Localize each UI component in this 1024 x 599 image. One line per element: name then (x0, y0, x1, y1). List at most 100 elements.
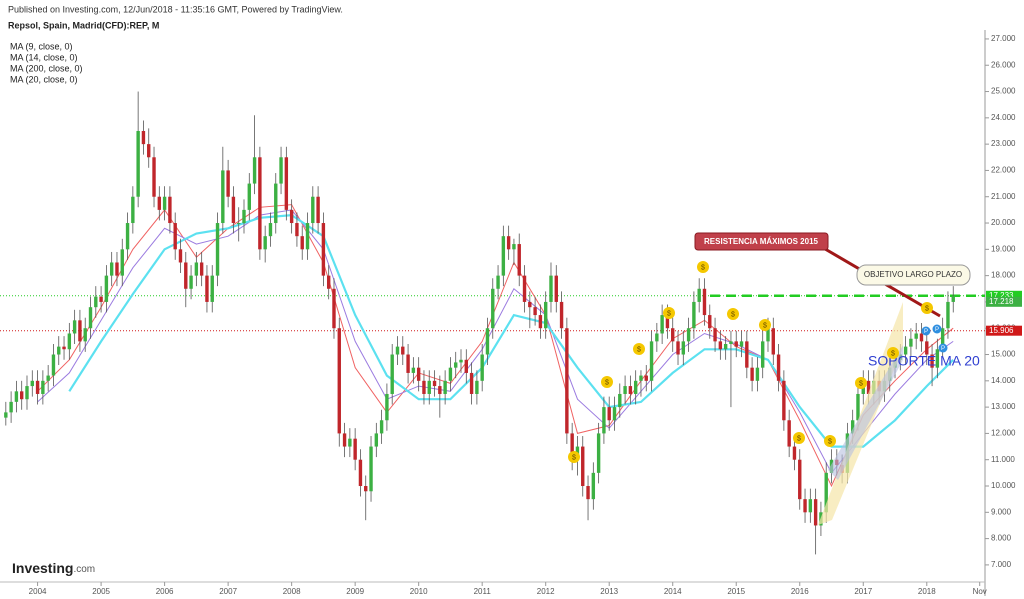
dividend-label: $ (637, 346, 641, 353)
dividend-icon (601, 376, 613, 388)
candle-body (909, 338, 913, 347)
candle-body (131, 196, 135, 224)
y-tick-label: 18.000 (991, 271, 1016, 280)
dividend-icon (921, 302, 933, 314)
candle-body (353, 438, 357, 460)
candle-body (708, 315, 712, 329)
x-tick-label: 2010 (410, 587, 428, 596)
candle-body (311, 196, 315, 224)
dividend-label: $ (797, 435, 801, 442)
candle-body (94, 296, 98, 308)
y-tick-label: 19.000 (991, 244, 1016, 253)
y-tick-label: 7.000 (991, 560, 1012, 569)
target-box (856, 264, 971, 286)
x-tick-label: 2018 (918, 587, 936, 596)
dividend-label: $ (572, 454, 576, 461)
candle-body (4, 412, 8, 418)
candle-body (237, 223, 241, 225)
dividend-label: $ (891, 350, 895, 357)
x-tick-label: 2008 (283, 587, 301, 596)
dividend-icon (568, 451, 580, 463)
candle-body (120, 249, 124, 276)
candle-body (422, 380, 426, 394)
candle-body (14, 391, 19, 402)
candle-body (649, 341, 654, 381)
candle-body (676, 341, 680, 355)
candle-body (559, 301, 564, 329)
candle-body (570, 433, 574, 460)
y-tick-label: 21.000 (991, 192, 1016, 201)
split-label: P (935, 327, 939, 333)
ma-line (37, 204, 954, 488)
candle-body (326, 275, 331, 289)
candle-body (416, 367, 421, 381)
resistance-box (694, 232, 829, 251)
ma-line (37, 209, 954, 474)
y-tick-label: 14.000 (991, 376, 1016, 385)
y-tick-label: 23.000 (991, 139, 1016, 148)
candle-body (506, 236, 511, 250)
candle-body (162, 196, 167, 210)
candle-body (247, 183, 251, 210)
candle-body (713, 328, 717, 342)
dividend-icon (697, 261, 709, 273)
brand-name: Investing (12, 560, 73, 576)
candle-body (464, 359, 469, 373)
candle-body (655, 333, 659, 342)
candle-body (9, 401, 13, 413)
candle-body (697, 288, 701, 302)
candle-body (295, 223, 299, 237)
candle-body (469, 372, 474, 394)
candle-body (406, 354, 410, 373)
price-tag-label: 17.233 (989, 291, 1014, 300)
dividend-icon (663, 307, 675, 319)
candle-body (147, 144, 151, 158)
candle-body (491, 288, 495, 329)
candle-body (739, 341, 744, 347)
dividend-label: $ (701, 264, 705, 271)
dividend-icon (824, 435, 836, 447)
candle-body (702, 288, 707, 316)
candle-body (226, 170, 230, 197)
candle-body (305, 223, 310, 250)
x-tick-label: 2015 (727, 587, 745, 596)
brand-suffix: .com (73, 564, 95, 575)
legend-entry: MA (200, close, 0) (10, 63, 83, 73)
candle-body (522, 275, 527, 302)
candle-body (665, 315, 670, 329)
dividend-label: $ (859, 380, 863, 387)
candle-body (930, 354, 934, 368)
candle-body (189, 275, 193, 289)
legend-entry: MA (14, close, 0) (10, 52, 78, 62)
candle-body (686, 328, 691, 342)
candle-body (914, 333, 918, 339)
candle-body (723, 344, 728, 350)
candle-body (289, 209, 294, 224)
candle-body (771, 328, 775, 355)
candle-body (946, 301, 950, 329)
x-tick-label: 2016 (791, 587, 809, 596)
dividend-label: $ (731, 311, 735, 318)
split-label: P (924, 329, 928, 335)
candle-body (67, 333, 72, 350)
dividend-icon (727, 308, 739, 320)
candle-body (369, 446, 373, 492)
split-icon (938, 343, 948, 353)
candle-body (951, 296, 955, 302)
split-icon (932, 324, 942, 334)
x-tick-label: Nov (973, 587, 987, 596)
dividend-label: $ (763, 322, 767, 329)
candle-body (390, 354, 394, 394)
candle-body (57, 346, 61, 355)
candle-body (252, 157, 257, 184)
candle-body (168, 196, 172, 224)
candle-body (628, 386, 633, 394)
candle-body (866, 380, 871, 394)
price-tag (986, 325, 1022, 336)
legend-entry: MA (20, close, 0) (10, 74, 78, 84)
candle-body (935, 349, 940, 368)
candle-body (263, 236, 267, 250)
candle-body (602, 407, 606, 434)
